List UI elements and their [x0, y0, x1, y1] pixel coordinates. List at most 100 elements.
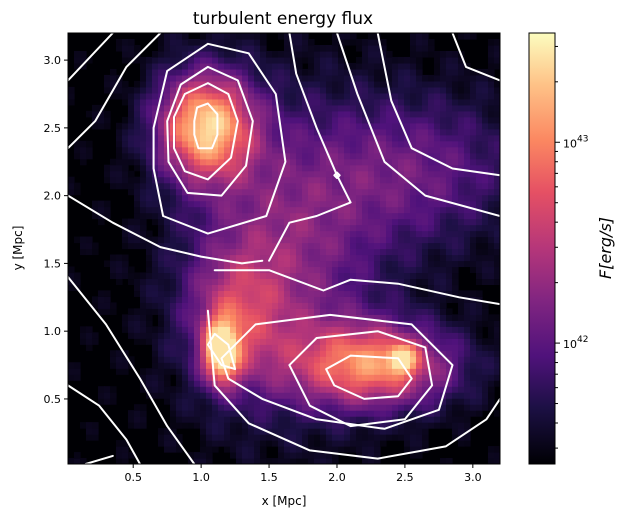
- heatmap-cell: [266, 212, 273, 220]
- heatmap-cell: [458, 164, 465, 172]
- heatmap-cell: [326, 188, 333, 196]
- heatmap-cell: [164, 236, 171, 244]
- heatmap-cell: [332, 296, 339, 303]
- heatmap-cell: [362, 92, 369, 100]
- heatmap-cell: [344, 350, 351, 357]
- heatmap-cell: [410, 344, 417, 351]
- heatmap-cell: [176, 296, 183, 303]
- heatmap-cell: [278, 308, 285, 315]
- heatmap-cell: [470, 182, 477, 190]
- heatmap-cell: [452, 344, 459, 351]
- heatmap-cell: [494, 158, 500, 166]
- heatmap-cell: [236, 404, 243, 411]
- heatmap-cell: [398, 176, 405, 184]
- heatmap-cell: [314, 230, 321, 238]
- heatmap-cell: [374, 170, 381, 178]
- heatmap-cell: [398, 428, 405, 435]
- heatmap-cell: [428, 236, 435, 244]
- heatmap-cell: [218, 368, 225, 375]
- heatmap-cell: [104, 302, 111, 309]
- heatmap-cell: [362, 128, 369, 136]
- heatmap-cell: [194, 422, 201, 429]
- heatmap-cell: [422, 92, 429, 100]
- heatmap-cell: [314, 272, 321, 280]
- heatmap-cell: [134, 314, 141, 321]
- heatmap-cell: [380, 98, 387, 106]
- heatmap-cell: [482, 278, 489, 286]
- heatmap-cell: [404, 74, 411, 82]
- heatmap-cell: [344, 80, 351, 88]
- heatmap-cell: [134, 416, 141, 423]
- heatmap-cell: [188, 68, 195, 76]
- heatmap-cell: [428, 146, 435, 154]
- heatmap-cell: [266, 68, 273, 76]
- heatmap-cell: [362, 380, 369, 387]
- heatmap-cell: [464, 374, 471, 381]
- heatmap-cell: [386, 68, 393, 76]
- heatmap-cell: [320, 110, 327, 118]
- heatmap-cell: [158, 332, 165, 339]
- heatmap-cell: [182, 152, 189, 160]
- heatmap-cell: [368, 374, 375, 381]
- heatmap-cell: [446, 218, 453, 226]
- heatmap-cell: [332, 284, 339, 292]
- heatmap-cell: [272, 122, 279, 130]
- heatmap-cell: [236, 314, 243, 321]
- heatmap-cell: [278, 92, 285, 100]
- heatmap-cell: [488, 98, 495, 106]
- heatmap-cell: [254, 428, 261, 435]
- heatmap-cell: [392, 206, 399, 214]
- heatmap-cell: [224, 104, 231, 112]
- heatmap-cell: [146, 284, 153, 292]
- heatmap-cell: [224, 188, 231, 196]
- heatmap-cell: [140, 326, 147, 333]
- heatmap-cell: [278, 224, 285, 232]
- heatmap-cell: [350, 86, 357, 94]
- heatmap-cell: [344, 128, 351, 136]
- heatmap-cell: [248, 74, 255, 82]
- heatmap-cell: [206, 422, 213, 429]
- heatmap-cell: [278, 242, 285, 250]
- heatmap-cell: [194, 230, 201, 238]
- heatmap-cell: [242, 92, 249, 100]
- heatmap-cell: [320, 362, 327, 369]
- heatmap-cell: [302, 242, 309, 250]
- heatmap-cell: [314, 170, 321, 178]
- heatmap-cell: [332, 38, 339, 46]
- heatmap-cell: [188, 296, 195, 303]
- heatmap-cell: [440, 260, 447, 268]
- heatmap-cell: [338, 218, 345, 226]
- heatmap-cell: [236, 33, 243, 40]
- heatmap-cell: [416, 116, 423, 124]
- heatmap-cell: [194, 386, 201, 393]
- heatmap-cell: [272, 362, 279, 369]
- heatmap-cell: [224, 278, 231, 286]
- heatmap-cell: [320, 218, 327, 226]
- heatmap-cell: [116, 362, 123, 369]
- heatmap-cell: [248, 218, 255, 226]
- heatmap-cell: [242, 242, 249, 250]
- heatmap-cell: [446, 158, 453, 166]
- heatmap-cell: [116, 278, 123, 286]
- heatmap-cell: [458, 416, 465, 423]
- heatmap-cell: [302, 248, 309, 256]
- heatmap-cell: [140, 368, 147, 375]
- heatmap-cell: [218, 248, 225, 256]
- heatmap-cell: [194, 266, 201, 274]
- heatmap-cell: [140, 296, 147, 303]
- heatmap-cell: [434, 248, 441, 256]
- heatmap-cell: [452, 410, 459, 417]
- heatmap-cell: [488, 50, 495, 58]
- heatmap-cell: [296, 68, 303, 76]
- heatmap-cell: [350, 152, 357, 160]
- heatmap-cell: [224, 128, 231, 136]
- heatmap-cell: [302, 416, 309, 423]
- heatmap-cell: [368, 422, 375, 429]
- heatmap-cell: [314, 422, 321, 429]
- heatmap-cell: [206, 33, 213, 40]
- heatmap-cell: [434, 110, 441, 118]
- heatmap-cell: [176, 308, 183, 315]
- heatmap-cell: [308, 290, 315, 297]
- heatmap-cell: [476, 278, 483, 286]
- heatmap-cell: [206, 176, 213, 184]
